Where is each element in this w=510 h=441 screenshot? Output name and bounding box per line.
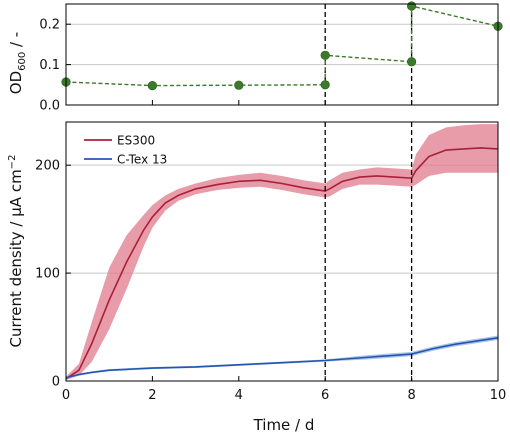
current-xtick-label: 0 [62, 388, 70, 403]
od-yticks: 0.0 0.1 0.2 [39, 18, 71, 114]
current-xticks: 0 2 4 6 8 10 [62, 100, 506, 403]
od-grid [66, 23, 498, 66]
legend-label: ES300 [117, 134, 155, 148]
od-point [320, 80, 330, 90]
current-frame [65, 121, 499, 382]
od-ytick-label: 0.1 [39, 58, 60, 73]
current-series-line [65, 337, 499, 379]
od-point [234, 80, 244, 90]
current-xtick-label: 2 [148, 388, 156, 403]
current-ylabel-main: Current density / µA cm [7, 169, 25, 347]
current-xtick-label: 6 [321, 388, 329, 403]
current-ytick-label: 0 [52, 375, 60, 390]
od-panel: 0.0 0.1 0.2 OD600 / - [7, 1, 503, 114]
od-vlines [324, 4, 413, 105]
od-point [407, 57, 417, 67]
od-point [407, 1, 417, 11]
od-series-line [65, 5, 499, 87]
od-series [61, 1, 503, 91]
od-point [147, 81, 157, 91]
od-ylabel-main: OD [7, 71, 25, 94]
legend-label: C-Tex 13 [117, 153, 167, 167]
od-ytick-label: 0.2 [39, 18, 60, 33]
od-ytick-label: 0.0 [39, 99, 60, 114]
current-xtick-label: 4 [235, 388, 243, 403]
od-ylabel-sub: 600 [17, 52, 28, 71]
current-series [65, 147, 499, 380]
current-ytick-label: 200 [35, 159, 60, 174]
current-xlabel: Time / d [253, 416, 315, 434]
current-band [66, 335, 498, 379]
current-vlines [324, 122, 413, 381]
current-ylabel: Current density / µA cm−2 [7, 155, 25, 348]
od-ylabel: OD600 / - [7, 32, 28, 94]
od-ylabel-suffix: / - [7, 32, 25, 52]
od-frame [65, 3, 499, 106]
current-xtick-label: 10 [490, 388, 507, 403]
current-xtick-label: 8 [407, 388, 415, 403]
current-ytick-label: 100 [35, 267, 60, 282]
current-yticks: 0 100 200 [35, 159, 71, 390]
current-panel: 0 100 200 0 2 4 6 8 10 ES300 C-Tex 13 Current de… [7, 100, 506, 434]
od-point [320, 50, 330, 60]
current-ylabel-sup: −2 [7, 155, 18, 170]
current-series-line [65, 147, 499, 380]
legend: ES300 C-Tex 13 [84, 134, 167, 167]
